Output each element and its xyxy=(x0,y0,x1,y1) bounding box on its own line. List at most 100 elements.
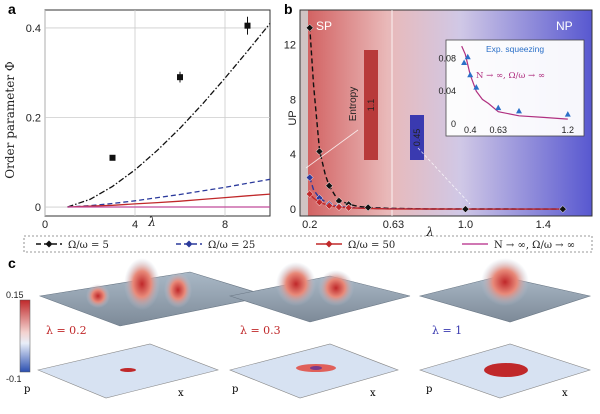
inset-content: 0.4 0.63 1.2 0 0.04 0.08 xyxy=(438,45,575,135)
marker-b-0 xyxy=(315,147,324,156)
inset-exp-point xyxy=(495,104,502,111)
inset-exp-point xyxy=(461,59,468,65)
x-tick-label-b: 0.63 xyxy=(383,219,404,231)
projection-blob-1 xyxy=(120,368,136,372)
legend-marker-2 xyxy=(325,240,333,248)
inset-x-tick: 1.2 xyxy=(562,125,575,135)
inset-legend-theory: N → ∞, Ω/ω → ∞ xyxy=(476,71,545,81)
panel-b-ticks: 0.2 0.63 1.0 1.4 0 4 8 12 xyxy=(284,39,551,231)
x-axis-label-2: x xyxy=(370,388,376,399)
panel-label-b: b xyxy=(284,1,293,17)
np-label: NP xyxy=(556,19,573,33)
colorbar xyxy=(19,299,31,373)
surface-lambda-0.3 xyxy=(228,262,411,323)
panel-b-xlabel: λ xyxy=(425,225,434,239)
inset-y-tick: 0.08 xyxy=(438,53,456,63)
y-tick-label-a: 0 xyxy=(35,202,41,214)
projection-3: p x xyxy=(419,343,591,399)
inset-exp-point xyxy=(516,107,522,114)
legend-label-1: Ω/ω = 25 xyxy=(208,240,255,251)
marker-b-1 xyxy=(305,173,314,182)
marker-b-2 xyxy=(305,190,314,198)
entropy-pointer-sp xyxy=(305,129,359,169)
surface-peak-2a xyxy=(276,262,316,306)
colorbar-max: 0.15 xyxy=(6,290,24,300)
surface-peak-1c xyxy=(86,284,110,308)
marker-b-2 xyxy=(325,201,334,210)
entropy-label: Entropy xyxy=(348,87,359,121)
y-tick-label-b: 0 xyxy=(290,204,296,216)
lambda-label-3: λ = 1 xyxy=(432,324,462,337)
entropy-bars: 1.1 0.45 Entropy xyxy=(305,50,471,205)
surface-peak-2b xyxy=(318,270,354,306)
squeezing-inset: 0.4 0.63 1.2 0 0.04 0.08 Exp. squeezing N → ∞… xyxy=(438,39,585,137)
inset-exp-point xyxy=(467,71,474,78)
lambda-label-1: λ = 0.2 xyxy=(46,324,87,337)
up-label: UP xyxy=(287,110,299,125)
sp-label: SP xyxy=(316,19,332,33)
panel-label-c: c xyxy=(8,255,16,271)
marker-b-2 xyxy=(315,198,324,207)
inset-y-tick: 0 xyxy=(451,119,456,129)
panel-a-ticks: 0 4 8 0 0.2 0.4 xyxy=(26,23,228,231)
projection-1: p x xyxy=(24,343,219,399)
entropy-pointer-np xyxy=(417,147,471,205)
marker-b-2 xyxy=(335,203,343,211)
inset-x-tick: 0.4 xyxy=(464,125,477,135)
colorbar-min: -0.1 xyxy=(6,374,22,384)
entropy-bar-np xyxy=(410,115,424,160)
panel-a-lines xyxy=(67,22,271,208)
marker-b-0 xyxy=(364,203,372,212)
data-point-a-1 xyxy=(177,74,183,81)
legend: Ω/ω = 5 Ω/ω = 25 Ω/ω = 50 N → ∞, Ω/ω → ∞ xyxy=(23,235,593,253)
surface-lambda-0.2 xyxy=(38,258,269,327)
x-tick-label-b: 1.0 xyxy=(458,219,473,231)
marker-b-0 xyxy=(461,205,470,213)
x-tick-label-a: 0 xyxy=(42,219,48,231)
y-tick-label-b: 4 xyxy=(290,149,296,161)
series-line-a-2 xyxy=(67,193,271,208)
surface-peak-3 xyxy=(481,258,529,306)
inset-exp-point xyxy=(564,111,571,117)
panel-a-grid xyxy=(44,10,270,216)
panel-label-a: a xyxy=(8,1,16,17)
series-line-a-1 xyxy=(67,178,271,208)
inset-y-tick: 0.04 xyxy=(438,86,456,96)
inset-x-tick: 0.63 xyxy=(489,125,507,135)
legend-marker-1 xyxy=(185,240,193,248)
marker-b-0 xyxy=(558,205,567,213)
panel-a-ylabel: Order parameter Φ xyxy=(3,61,17,179)
inset-exp-point xyxy=(473,84,480,90)
projection-2: p x xyxy=(229,343,399,399)
panel-b-frame xyxy=(299,9,593,217)
x-tick-label-b: 0.2 xyxy=(302,219,317,231)
marker-b-2 xyxy=(344,203,353,212)
panel-a-frame xyxy=(44,9,271,217)
legend-items: Ω/ω = 5 Ω/ω = 25 Ω/ω = 50 N → ∞, Ω/ω → ∞ xyxy=(36,240,575,251)
entropy-value-sp: 1.1 xyxy=(366,99,376,112)
lambda-label-2: λ = 0.3 xyxy=(240,324,281,337)
panel-a-xlabel: λ xyxy=(147,215,156,229)
legend-label-0: Ω/ω = 5 xyxy=(68,240,109,251)
legend-box xyxy=(23,235,593,253)
surface-peak-1a xyxy=(124,258,160,310)
projection-blob-2b xyxy=(310,366,322,370)
marker-b-0 xyxy=(305,23,314,32)
legend-label-2: Ω/ω = 50 xyxy=(348,240,395,251)
legend-label-3: N → ∞, Ω/ω → ∞ xyxy=(494,240,575,251)
p-axis-label-2: p xyxy=(232,384,238,395)
x-tick-label-a: 8 xyxy=(222,219,228,231)
up-region xyxy=(300,10,308,216)
panel-b-chart: SP NP UP 0.2 0.63 1.0 1.4 0 4 8 12 λ 1.1 0.45 E… xyxy=(284,9,593,239)
panel-a-chart: 0 4 8 0 0.2 0.4 Order parameter Φ λ xyxy=(3,9,271,231)
surface-lambda-1 xyxy=(418,258,592,323)
series-line-a-0 xyxy=(67,22,271,208)
x-axis-label-1: x xyxy=(178,388,184,399)
y-tick-label-b: 8 xyxy=(290,94,296,106)
legend-marker-0 xyxy=(45,240,53,248)
data-point-a-0 xyxy=(109,154,116,161)
entropy-value-np: 0.45 xyxy=(412,129,422,147)
marker-b-0 xyxy=(325,181,334,190)
inset-frame xyxy=(445,39,585,137)
